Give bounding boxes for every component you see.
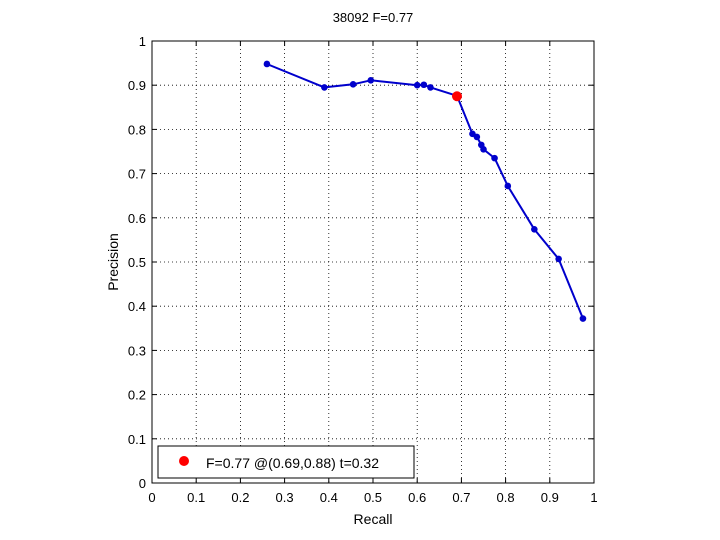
- data-point: [504, 182, 512, 190]
- precision-recall-series: [263, 60, 587, 322]
- grid-lines: [152, 41, 594, 483]
- data-point: [420, 81, 428, 89]
- data-point: [321, 84, 328, 91]
- y-tick-label: 0.7: [128, 167, 146, 182]
- x-tick-label: 0.3: [276, 490, 294, 505]
- best-f-point: [451, 91, 462, 102]
- data-point: [367, 77, 375, 84]
- y-tick-label: 0.8: [128, 122, 146, 137]
- x-tick-labels: 0 0.1 0.2 0.3 0.4 0.5 0.6 0.7 0.8 0.9 1: [148, 490, 597, 505]
- data-point: [579, 315, 587, 322]
- x-tick-label: 0.7: [452, 490, 470, 505]
- data-point: [413, 81, 421, 89]
- best-f-marker: [451, 91, 462, 102]
- y-tick-label: 1: [139, 34, 146, 49]
- data-point: [263, 60, 271, 68]
- y-tick-label: 0.2: [128, 388, 146, 403]
- y-tick-label: 0.1: [128, 432, 146, 447]
- data-point: [473, 133, 481, 141]
- series-line: [266, 63, 584, 319]
- y-tick-label: 0.9: [128, 78, 146, 93]
- x-tick-label: 0.6: [408, 490, 426, 505]
- data-point: [349, 81, 357, 88]
- x-tick-label: 0.2: [231, 490, 249, 505]
- y-tick-label: 0.4: [128, 299, 146, 314]
- axis-ticks: [151, 40, 595, 484]
- data-point: [480, 145, 487, 153]
- data-point: [531, 225, 538, 233]
- data-point: [491, 154, 498, 162]
- legend-marker: [179, 456, 189, 466]
- data-point: [427, 84, 434, 91]
- x-tick-label: 0.4: [320, 490, 338, 505]
- x-tick-label: 0.5: [364, 490, 382, 505]
- data-point: [555, 255, 562, 263]
- y-tick-label: 0.6: [128, 211, 146, 226]
- chart-title: 38092 F=0.77: [333, 10, 414, 25]
- x-tick-label: 0.8: [497, 490, 515, 505]
- y-tick-label: 0.3: [128, 343, 146, 358]
- x-tick-label: 1: [590, 490, 597, 505]
- y-tick-label: 0.5: [128, 255, 146, 270]
- x-tick-label: 0.9: [541, 490, 559, 505]
- x-tick-label: 0: [148, 490, 155, 505]
- y-axis-label: Precision: [105, 233, 121, 291]
- y-tick-label: 0: [139, 476, 146, 491]
- x-axis-label: Recall: [354, 511, 393, 527]
- x-tick-label: 0.1: [187, 490, 205, 505]
- legend-box: [157, 445, 415, 479]
- legend-label: F=0.77 @(0.69,0.88) t=0.32: [206, 455, 379, 471]
- legend: F=0.77 @(0.69,0.88) t=0.32: [157, 445, 415, 479]
- y-tick-labels: 0 0.1 0.2 0.3 0.4 0.5 0.6 0.7 0.8 0.9 1: [128, 34, 146, 491]
